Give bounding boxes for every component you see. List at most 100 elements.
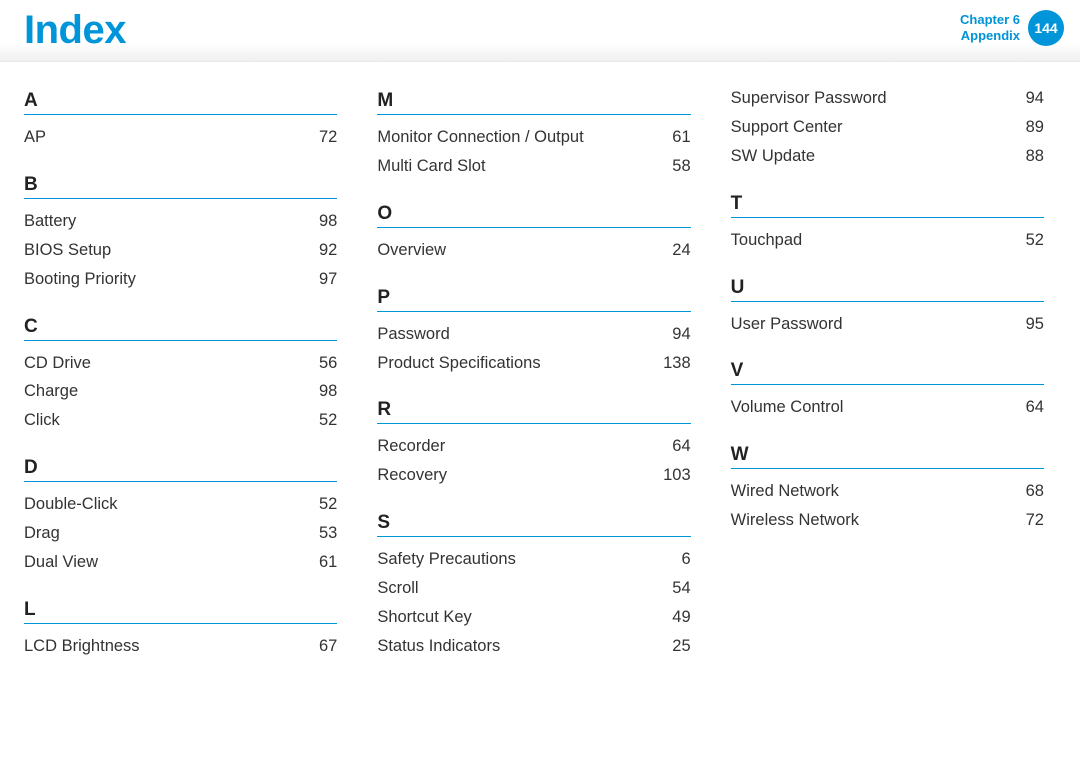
section-letter: O: [377, 203, 690, 228]
index-entry[interactable]: Status Indicators25: [377, 632, 690, 661]
section-letter: L: [24, 599, 337, 624]
entry-page: 49: [655, 603, 691, 632]
entry-page: 88: [1008, 142, 1044, 171]
index-entry[interactable]: Supervisor Password94: [731, 84, 1044, 113]
index-section: U User Password95: [731, 277, 1044, 339]
index-section: V Volume Control64: [731, 360, 1044, 422]
index-section: DDouble-Click52Drag53Dual View61: [24, 457, 337, 577]
index-entry[interactable]: Recorder64: [377, 432, 690, 461]
index-entry[interactable]: Password94: [377, 320, 690, 349]
entry-term: Monitor Connection / Output: [377, 123, 654, 152]
entry-page: 98: [301, 377, 337, 406]
entry-page: 68: [1008, 477, 1044, 506]
page-number: 144: [1034, 20, 1057, 36]
index-section: B Battery98BIOS Setup92Booting Priority97: [24, 174, 337, 294]
entry-term: BIOS Setup: [24, 236, 301, 265]
header-right: Chapter 6 Appendix 144: [960, 10, 1064, 46]
entry-page: 54: [655, 574, 691, 603]
entry-term: Booting Priority: [24, 265, 301, 294]
entry-term: Safety Precautions: [377, 545, 654, 574]
index-content: AAP72BBattery98BIOS Setup92Booting Prior…: [0, 62, 1080, 683]
index-entry[interactable]: SW Update88: [731, 142, 1044, 171]
entry-term: LCD Brightness: [24, 632, 301, 661]
index-section: MMonitor Connection / Output61Multi Card…: [377, 90, 690, 181]
index-entry[interactable]: Dual View61: [24, 548, 337, 577]
entry-page: 97: [301, 265, 337, 294]
index-entry[interactable]: Shortcut Key49: [377, 603, 690, 632]
index-section: L LCD Brightness67: [24, 599, 337, 661]
entry-term: Password: [377, 320, 654, 349]
entry-page: 64: [655, 432, 691, 461]
index-entry[interactable]: Recovery103: [377, 461, 690, 490]
index-section: TTouchpad52: [731, 193, 1044, 255]
entry-term: Status Indicators: [377, 632, 654, 661]
section-letter: W: [731, 444, 1044, 469]
entry-page: 58: [655, 152, 691, 181]
entry-term: Shortcut Key: [377, 603, 654, 632]
entry-page: 94: [655, 320, 691, 349]
section-letter: U: [731, 277, 1044, 302]
index-entry[interactable]: Wired Network68: [731, 477, 1044, 506]
index-section: W Wired Network68Wireless Network72: [731, 444, 1044, 535]
index-section: RRecorder64Recovery103: [377, 399, 690, 490]
index-section: P Password94Product Specifications138: [377, 287, 690, 378]
entry-page: 24: [655, 236, 691, 265]
index-section: A AP72: [24, 90, 337, 152]
index-entry[interactable]: Click52: [24, 406, 337, 435]
index-entry[interactable]: Overview24: [377, 236, 690, 265]
index-entry[interactable]: AP72: [24, 123, 337, 152]
entry-term: Dual View: [24, 548, 301, 577]
section-letter: C: [24, 316, 337, 341]
index-entry[interactable]: Multi Card Slot58: [377, 152, 690, 181]
index-column: AAP72BBattery98BIOS Setup92Booting Prior…: [24, 90, 337, 683]
index-entry[interactable]: CD Drive56: [24, 349, 337, 378]
index-entry[interactable]: Support Center89: [731, 113, 1044, 142]
index-entry[interactable]: Booting Priority97: [24, 265, 337, 294]
entry-term: Touchpad: [731, 226, 1008, 255]
index-entry[interactable]: Charge98: [24, 377, 337, 406]
index-entry[interactable]: Battery98: [24, 207, 337, 236]
index-entry[interactable]: Double-Click52: [24, 490, 337, 519]
index-section: Supervisor Password94Support Center89SW …: [731, 84, 1044, 171]
index-entry[interactable]: Touchpad52: [731, 226, 1044, 255]
index-section: O Overview24: [377, 203, 690, 265]
section-letter: P: [377, 287, 690, 312]
index-entry[interactable]: Monitor Connection / Output61: [377, 123, 690, 152]
index-entry[interactable]: Safety Precautions6: [377, 545, 690, 574]
entry-term: Supervisor Password: [731, 84, 1008, 113]
entry-term: Wired Network: [731, 477, 1008, 506]
index-entry[interactable]: User Password95: [731, 310, 1044, 339]
index-entry[interactable]: LCD Brightness67: [24, 632, 337, 661]
entry-term: Double-Click: [24, 490, 301, 519]
section-letter: V: [731, 360, 1044, 385]
entry-term: Wireless Network: [731, 506, 1008, 535]
index-section: C CD Drive56Charge98Click52: [24, 316, 337, 436]
entry-page: 98: [301, 207, 337, 236]
section-letter: B: [24, 174, 337, 199]
index-entry[interactable]: Drag53: [24, 519, 337, 548]
index-entry[interactable]: BIOS Setup92: [24, 236, 337, 265]
entry-term: Battery: [24, 207, 301, 236]
page-number-badge: 144: [1028, 10, 1064, 46]
entry-page: 61: [655, 123, 691, 152]
entry-term: Charge: [24, 377, 301, 406]
section-letter: A: [24, 90, 337, 115]
appendix-label: Appendix: [960, 28, 1020, 44]
index-entry[interactable]: Volume Control64: [731, 393, 1044, 422]
entry-page: 53: [301, 519, 337, 548]
index-entry[interactable]: Wireless Network72: [731, 506, 1044, 535]
entry-page: 89: [1008, 113, 1044, 142]
index-entry[interactable]: Product Specifications138: [377, 349, 690, 378]
entry-page: 52: [301, 490, 337, 519]
entry-term: Multi Card Slot: [377, 152, 654, 181]
entry-page: 52: [301, 406, 337, 435]
entry-term: Recovery: [377, 461, 654, 490]
entry-term: User Password: [731, 310, 1008, 339]
entry-term: Support Center: [731, 113, 1008, 142]
entry-term: Scroll: [377, 574, 654, 603]
entry-page: 95: [1008, 310, 1044, 339]
entry-page: 6: [655, 545, 691, 574]
entry-page: 61: [301, 548, 337, 577]
index-entry[interactable]: Scroll54: [377, 574, 690, 603]
entry-page: 94: [1008, 84, 1044, 113]
